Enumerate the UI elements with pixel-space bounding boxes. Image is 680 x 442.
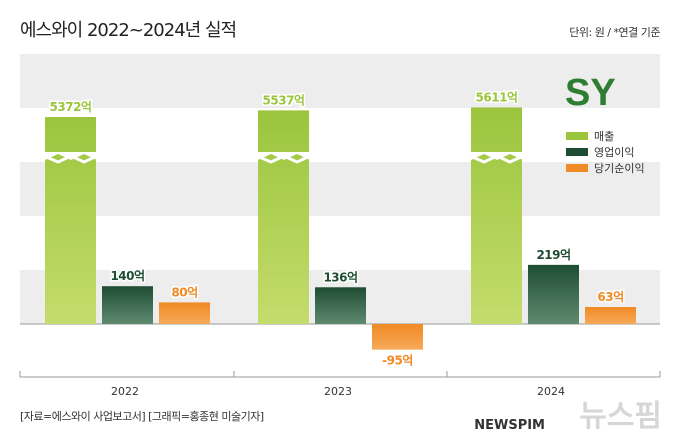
x-tick-label: 2022	[111, 385, 139, 398]
chart-title: 에스와이 2022~2024년 실적	[20, 20, 237, 41]
legend-label: 매출	[594, 130, 615, 143]
x-tick-label: 2024	[537, 385, 565, 398]
bar-영업이익-2024	[528, 264, 579, 324]
data-label: 140억	[110, 269, 144, 283]
watermark-sub: NEWSPIM	[474, 418, 545, 433]
bar-영업이익-2022	[102, 286, 153, 324]
source-note: [자료=에스와이 사업보고서] [그래픽=홍종현 미술기자]	[20, 410, 264, 423]
legend-swatch	[566, 132, 588, 140]
legend-item-operating: 영업이익	[566, 144, 634, 160]
bar-당기순이익-2023	[372, 324, 423, 350]
x-tick-label: 2023	[324, 385, 352, 398]
unit-note: 단위: 원 / *연결 기준	[569, 26, 660, 39]
axis-break	[469, 154, 524, 164]
bar-당기순이익-2022	[159, 302, 210, 324]
data-label: 80억	[171, 285, 197, 299]
watermark: 뉴스핌	[579, 399, 662, 434]
legend-swatch	[566, 148, 588, 156]
bar-영업이익-2023	[315, 287, 366, 324]
data-label: 63억	[597, 290, 623, 304]
legend-label: 영업이익	[594, 146, 635, 159]
legend-swatch	[566, 164, 588, 172]
data-label: 5611억	[476, 90, 518, 104]
bar-매출-2024	[471, 107, 522, 324]
data-label: -95억	[382, 354, 413, 368]
bar-당기순이익-2024	[585, 306, 636, 324]
data-label: 5537억	[263, 93, 305, 107]
gridband	[20, 54, 660, 108]
gridband	[20, 162, 660, 216]
data-label: 219억	[536, 248, 570, 262]
legend-item-sales: 매출	[566, 128, 614, 144]
bar-매출-2023	[258, 110, 309, 325]
bar-매출-2022	[45, 117, 96, 324]
sy-logo: SY	[565, 72, 616, 114]
data-label: 136억	[323, 270, 357, 284]
legend-label: 당기순이익	[594, 162, 645, 175]
axis-break	[43, 154, 98, 164]
data-label: 5372억	[50, 100, 92, 114]
legend-item-net: 당기순이익	[566, 160, 645, 176]
axis-break	[256, 154, 311, 164]
